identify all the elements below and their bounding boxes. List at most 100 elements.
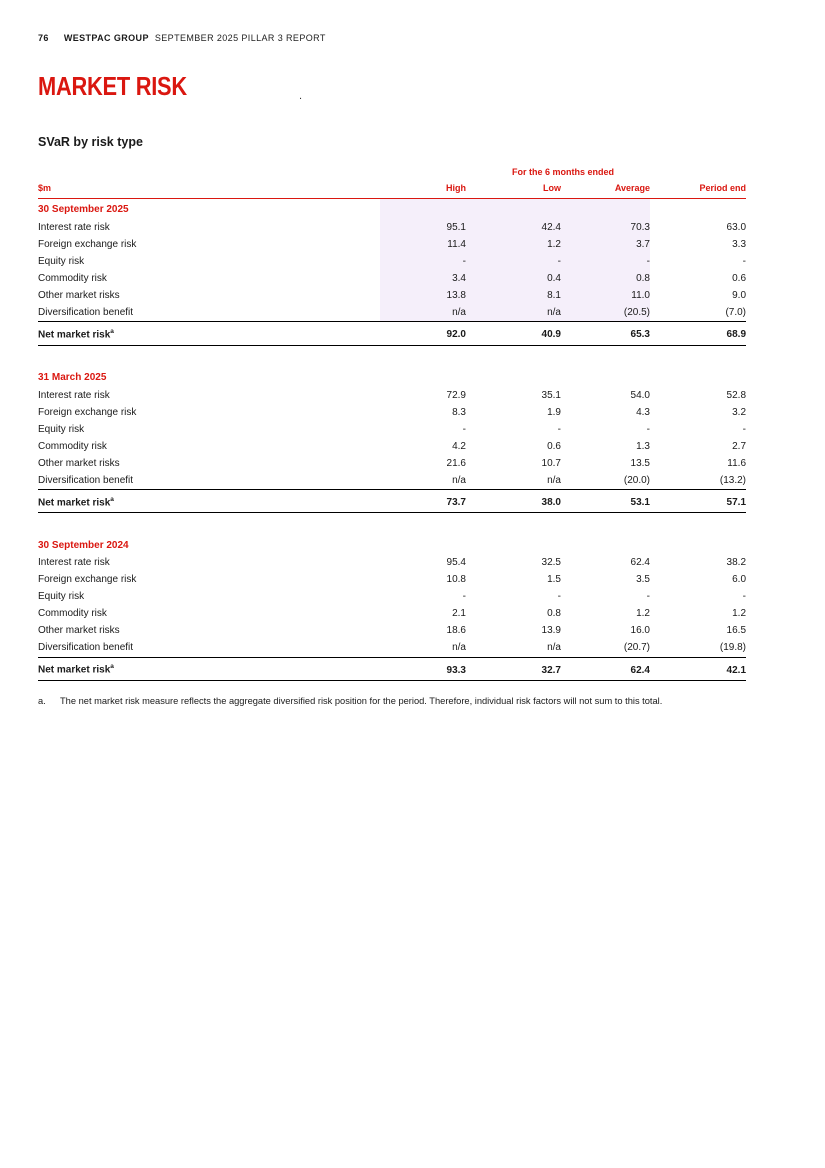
cell-high: 10.8 [446,574,466,586]
cell-high: 93.3 [380,656,466,682]
cell-period-end: 52.8 [726,389,747,401]
cell-period-end: - [742,255,747,267]
page-number: 76 [38,33,49,43]
cell-average: - [561,253,650,271]
cell-average: - [646,423,650,435]
table-body: 30 September 2025 Interest rate risk 95.… [38,198,747,682]
cell-low: - [557,423,561,435]
cell-low: - [466,253,561,271]
cell-high: 11.4 [380,236,466,254]
cell-average: 62.4 [561,656,650,682]
cell-average: 11.0 [561,287,650,305]
table-row: Commodity risk 3.4 0.4 0.8 0.6 [38,270,747,288]
empty-cell [466,535,561,555]
cell-high: - [462,591,466,603]
row-label: Other market risks [38,289,120,301]
cell-high: 92.0 [380,321,466,346]
row-label: Equity risk [38,591,85,603]
cell-high: 21.6 [446,457,466,469]
page-content: 76 WESTPAC GROUP SEPTEMBER 2025 PILLAR 3… [38,33,747,707]
cell-high: 18.6 [446,625,466,637]
cell-period-end: 38.2 [726,557,747,569]
empty-cell [380,198,466,220]
table-row: Diversification benefit n/a n/a (20.0) (… [38,472,746,490]
cell-average: 1.3 [636,440,650,452]
cell-high: 4.2 [452,440,466,452]
report-title: SEPTEMBER 2025 PILLAR 3 REPORT [154,33,326,43]
cell-low: 13.9 [541,625,561,637]
footnote-ref: a [110,495,114,503]
empty-cell [650,367,746,387]
empty-cell [561,198,650,220]
cell-low: n/a [547,474,561,486]
column-header-row: $m High Low Average Period end [38,181,747,200]
cell-high: 2.1 [452,608,466,620]
col-period-end: Period end [650,181,747,200]
cell-high: n/a [452,474,466,486]
cell-period-end: 63.0 [726,221,747,233]
cell-average: 53.1 [561,489,650,514]
cell-average: 1.2 [636,608,650,620]
net-label-text: Net market risk [38,664,111,676]
net-market-risk-row: Net market riska 92.0 40.9 65.3 68.9 [38,321,747,346]
table-row: Interest rate risk 95.4 32.5 62.4 38.2 [38,555,746,572]
cell-period-end: (19.8) [719,642,747,654]
net-label: Net market riska [38,489,380,514]
cell-average: 4.3 [636,406,650,418]
cell-period-end: 9.0 [732,289,747,301]
empty-cell [561,535,650,555]
cell-period-end: - [742,591,747,603]
cell-low: 8.1 [466,287,561,305]
table-row: Equity risk - - - - [38,253,747,271]
cell-low: n/a [547,642,561,654]
cell-average: 62.4 [630,557,650,569]
table-row: Interest rate risk 72.9 35.1 54.0 52.8 [38,387,746,404]
unit-header: $m [38,181,380,200]
empty-cell [561,367,650,387]
cell-period-end: 3.2 [732,406,747,418]
stray-mark: . [299,90,303,102]
net-market-risk-row: Net market riska 93.3 32.7 62.4 42.1 [38,656,747,682]
row-label: Foreign exchange risk [38,574,137,586]
net-label-text: Net market risk [38,329,111,341]
cell-low: - [557,591,561,603]
cell-low: 35.1 [541,389,561,401]
empty-cell [38,165,380,181]
table-row: Commodity risk 4.2 0.6 1.3 2.7 [38,438,746,455]
col-high: High [380,181,466,200]
cell-average: 54.0 [630,389,650,401]
cell-average: 3.7 [561,236,650,254]
cell-average: 13.5 [630,457,650,469]
section-heading: MARKET RISK [38,71,187,101]
cell-high: - [462,423,466,435]
col-low: Low [466,181,561,200]
cell-average: (20.5) [561,304,650,322]
empty-cell [466,198,561,220]
table-row: Foreign exchange risk 10.8 1.5 3.5 6.0 [38,572,746,589]
group-header: For the 6 months ended [512,167,615,178]
table-head: For the 6 months ended $m High Low Avera… [38,165,747,200]
group-header-row: For the 6 months ended [38,165,746,181]
cell-period-end: 0.6 [732,272,747,284]
cell-high: 3.4 [380,270,466,288]
empty-cell [650,199,746,220]
footnote-marker: a. [38,696,46,707]
cell-low: n/a [466,304,561,322]
cell-high: n/a [452,642,466,654]
table-row: Foreign exchange risk 8.3 1.9 4.3 3.2 [38,404,746,421]
empty-cell [380,367,466,387]
cell-average: 70.3 [561,219,650,237]
cell-period-end: 3.3 [732,238,747,250]
cell-average: - [646,591,650,603]
row-label: Diversification benefit [38,306,134,318]
empty-cell [650,535,746,555]
table-row: Foreign exchange risk 11.4 1.2 3.7 3.3 [38,236,747,254]
net-label-text: Net market risk [38,496,111,508]
cell-period-end: 11.6 [727,457,747,469]
brand-name: WESTPAC GROUP [63,33,149,43]
cell-period-end: 42.1 [650,656,747,682]
cell-low: 42.4 [466,219,561,237]
row-label: Interest rate risk [38,221,110,233]
cell-high: 95.1 [380,219,466,237]
